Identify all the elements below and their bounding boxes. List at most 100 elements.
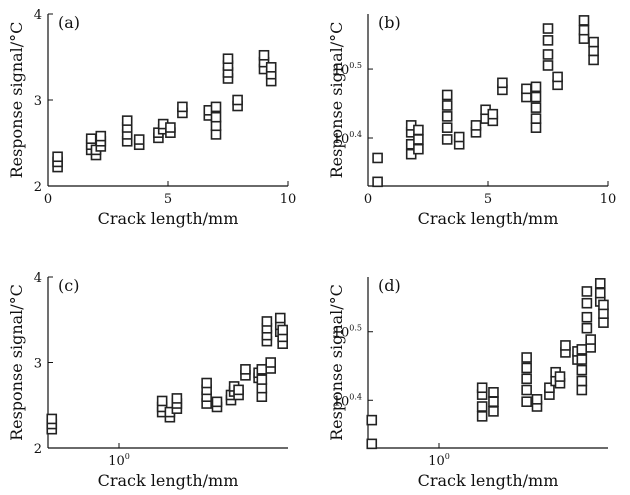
- tick-base: 10: [108, 454, 125, 469]
- data-point-marker: [581, 322, 593, 334]
- x-tick-label: 100: [428, 452, 450, 469]
- data-point-marker: [265, 62, 277, 73]
- y-tick-label: 100.5: [333, 61, 362, 78]
- tick-exponent: 0.4: [349, 130, 362, 139]
- data-point-marker: [585, 334, 597, 345]
- data-point-marker: [265, 357, 277, 368]
- data-point-marker: [594, 287, 606, 299]
- data-point-marker: [274, 312, 286, 324]
- data-point-marker: [581, 286, 593, 297]
- y-tick-label: 4: [34, 271, 42, 286]
- data-point-marker: [258, 49, 270, 61]
- data-point-marker: [256, 374, 268, 385]
- tick-base: 10: [333, 63, 350, 78]
- data-point-marker: [488, 396, 499, 407]
- tick-exponent: 0: [445, 452, 450, 461]
- data-point-marker: [121, 115, 133, 126]
- data-point-marker: [171, 393, 183, 404]
- data-point-marker: [476, 411, 488, 422]
- data-point-marker: [521, 83, 532, 95]
- y-tick-label: 2: [34, 180, 42, 195]
- data-point-marker: [488, 387, 499, 398]
- data-point-marker: [542, 60, 554, 71]
- data-point-marker: [133, 134, 145, 145]
- chart-panel: 0 5 10 2 3 4 (a) Crack length/mm Response signal…: [7, 8, 296, 228]
- data-point-marker: [576, 344, 588, 355]
- data-point-marker: [372, 152, 383, 164]
- tick-exponent: 0.5: [349, 61, 362, 70]
- chart-panel: 100 2 3 4 (c) Crack length/mm Response signal/…: [7, 271, 288, 490]
- data-point-marker: [530, 122, 542, 133]
- panel-label: (d): [378, 276, 401, 295]
- x-tick-label: 0: [44, 192, 52, 207]
- data-point-marker: [256, 382, 268, 394]
- tick-base: 10: [333, 394, 350, 409]
- data-point-marker: [177, 101, 188, 113]
- data-point-marker: [581, 311, 593, 323]
- data-point-marker: [588, 36, 599, 48]
- data-point-marker: [578, 24, 590, 36]
- data-point-marker: [588, 54, 599, 66]
- data-point-marker: [165, 122, 176, 133]
- x-tick-label: 5: [164, 192, 172, 207]
- data-point-marker: [210, 101, 222, 113]
- y-tick-label: 4: [34, 8, 42, 23]
- data-point-marker: [530, 102, 542, 113]
- panel-label: (b): [378, 13, 401, 32]
- data-point-marker: [581, 297, 593, 309]
- x-tick-label: 10: [280, 192, 297, 207]
- data-point-marker: [52, 151, 63, 163]
- x-axis-label: Crack length/mm: [98, 209, 239, 228]
- tick-exponent: 0.4: [349, 392, 362, 401]
- data-point-marker: [240, 364, 251, 375]
- data-point-marker: [261, 316, 273, 327]
- panel-label: (c): [58, 276, 79, 295]
- y-tick-label: 3: [34, 94, 42, 109]
- data-point-marker: [256, 364, 268, 375]
- data-point-marker: [542, 35, 554, 46]
- data-point-marker: [521, 362, 532, 374]
- data-point-marker: [554, 371, 566, 382]
- data-point-marker: [476, 401, 488, 412]
- data-point-marker: [211, 396, 223, 408]
- data-point-marker: [521, 373, 532, 385]
- data-point-marker: [530, 81, 542, 93]
- x-axis-label: Crack length/mm: [418, 209, 559, 228]
- data-point-marker: [232, 94, 243, 106]
- data-point-marker: [470, 120, 482, 131]
- data-point-marker: [488, 406, 499, 417]
- panel-label: (a): [58, 13, 80, 32]
- data-point-marker: [560, 340, 571, 351]
- data-point-marker: [598, 317, 609, 328]
- y-tick-label: 100.4: [333, 130, 362, 147]
- data-point-marker: [576, 375, 588, 387]
- y-axis-label: Response signal/°C: [7, 284, 26, 441]
- y-axis-label: Response signal/°C: [7, 22, 26, 179]
- data-point-marker: [530, 91, 542, 103]
- y-axis-label: Response signal/°C: [327, 22, 346, 179]
- y-axis-label: Response signal/°C: [327, 284, 346, 441]
- data-point-marker: [233, 384, 244, 396]
- tick-exponent: 0: [125, 452, 130, 461]
- data-point-marker: [201, 377, 212, 389]
- data-point-marker: [530, 113, 542, 124]
- data-point-marker: [413, 134, 424, 145]
- data-point-marker: [413, 143, 424, 155]
- x-tick-label: 0: [364, 192, 372, 207]
- data-point-marker: [521, 352, 532, 363]
- data-point-marker: [542, 23, 554, 34]
- data-point-marker: [598, 299, 609, 311]
- tick-exponent: 0.5: [349, 324, 362, 333]
- data-point-marker: [413, 124, 424, 136]
- data-point-marker: [598, 308, 609, 319]
- data-point-marker: [372, 176, 383, 188]
- data-point-marker: [476, 382, 488, 394]
- tick-base: 10: [428, 454, 445, 469]
- data-point-marker: [210, 129, 222, 140]
- data-point-marker: [366, 438, 378, 450]
- tick-base: 10: [333, 326, 350, 341]
- y-tick-label: 2: [34, 442, 42, 457]
- data-point-marker: [544, 382, 555, 394]
